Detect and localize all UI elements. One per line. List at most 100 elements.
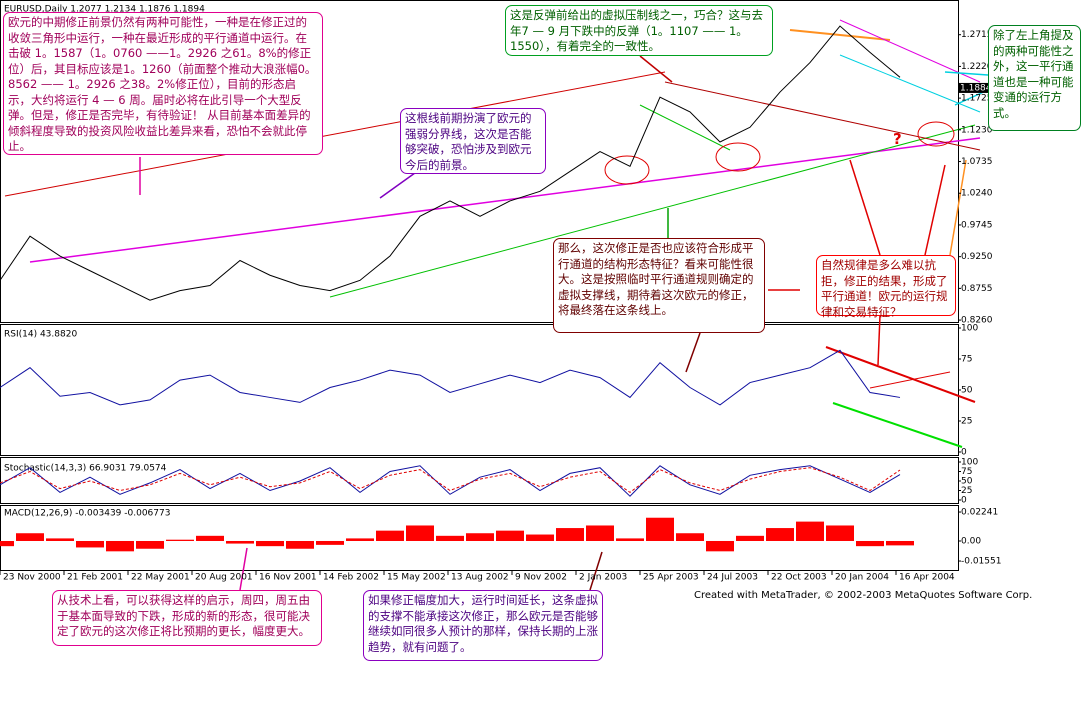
annotation: 从技术上看，可以获得这样的启示，周四，周五由于基本面导致的下跌，形成的新的形态，… <box>52 590 322 646</box>
bar <box>76 540 104 548</box>
bar <box>376 530 404 541</box>
bar <box>166 539 194 541</box>
annotation: 这是反弹前给出的虚拟压制线之一，巧合？这与去年7 — 9 月下跌中的反弹（1。1… <box>505 5 773 56</box>
bar <box>196 535 224 541</box>
annotation: 自然规律是多么难以抗拒，修正的结果，形成了平行通道！欧元的运行规律和交易特征？ <box>816 255 956 319</box>
bar <box>496 530 524 541</box>
y-tick-label: 100 <box>961 458 978 468</box>
trend-lines <box>4 19 981 448</box>
x-tick-label: 20 Aug 2001 <box>195 573 253 583</box>
arrow <box>944 71 989 76</box>
annotation: 那么，这次修正是否也应该符合形成平行通道的结构形态特征？看来可能性很大。这是按照… <box>553 238 765 333</box>
y-tick-label: 0.00 <box>961 536 981 546</box>
x-tick-label: 21 Feb 2001 <box>67 573 123 583</box>
x-tick-label: 16 Apr 2004 <box>899 573 955 583</box>
y-tick-label: 0.9250 <box>961 252 993 262</box>
y-tick-label: 100 <box>961 324 978 334</box>
circle <box>604 155 650 185</box>
current-price-label: 1.1884 <box>960 83 992 93</box>
x-tick-label: 24 Jul 2003 <box>707 573 758 583</box>
bar <box>286 540 314 549</box>
y-tick-label: 0.8260 <box>961 316 993 326</box>
bar <box>556 528 584 541</box>
bar <box>706 540 734 552</box>
bar <box>886 540 914 546</box>
y-tick-label: 25 <box>961 417 972 427</box>
bar <box>646 517 674 541</box>
arrow <box>685 332 701 373</box>
arrow <box>849 159 881 256</box>
trend-line <box>329 124 976 298</box>
series-line <box>0 349 901 406</box>
y-tick-label: 0 <box>961 496 967 506</box>
bar <box>46 538 74 541</box>
trend-line <box>29 137 981 263</box>
trend-line <box>825 346 976 403</box>
bar <box>256 540 284 547</box>
x-tick-label: 25 Apr 2003 <box>643 573 699 583</box>
bar <box>586 525 614 541</box>
y-tick-label: 1.1230 <box>961 125 993 135</box>
bar <box>676 533 704 541</box>
series-line <box>0 467 901 494</box>
x-tick-label: 2 Jan 2003 <box>579 573 627 583</box>
arrow <box>239 547 248 591</box>
y-tick-label: 0 <box>961 448 967 458</box>
arrow <box>949 159 967 256</box>
bar <box>736 535 764 541</box>
x-tick-label: 9 Nov 2002 <box>515 573 567 583</box>
bar <box>526 534 554 541</box>
arrow <box>924 164 946 256</box>
footer: Created with MetaTrader, © 2002-2003 Met… <box>694 590 1033 601</box>
circle <box>715 142 761 172</box>
bar <box>316 540 344 545</box>
y-tick-label: 75 <box>961 355 972 365</box>
trend-line <box>664 81 981 151</box>
y-tick-label: 0.9745 <box>961 220 993 230</box>
arrow <box>639 55 673 83</box>
panel-title: Stochastic(14,3,3) 66.9031 79.0574 <box>4 464 167 474</box>
y-tick-label: 0.02241 <box>961 508 998 518</box>
bar <box>466 533 494 541</box>
annotation: 除了左上角提及的两种可能性之外，这一平行通道也是一种可能变通的运行方式。 <box>988 25 1081 131</box>
x-tick-label: 14 Feb 2002 <box>323 573 379 583</box>
rsi-panel <box>0 324 959 456</box>
bar <box>346 538 374 541</box>
x-tick-label: 20 Jan 2004 <box>835 573 889 583</box>
trend-line <box>639 104 731 151</box>
x-tick-label: 13 Aug 2002 <box>451 573 509 583</box>
y-tick-label: 50 <box>961 386 973 396</box>
trend-line <box>4 71 666 197</box>
series-line <box>0 465 901 497</box>
y-tick-label: 1.0735 <box>961 157 993 167</box>
x-tick-label: 22 May 2001 <box>131 573 190 583</box>
y-tick-label: 1.2715 <box>961 30 993 40</box>
trend-line <box>869 371 951 389</box>
x-tick-label: 22 Oct 2003 <box>771 573 827 583</box>
bar <box>136 540 164 549</box>
y-tick-label: 25 <box>961 486 972 496</box>
y-tick-label: 1.2220 <box>961 62 993 72</box>
y-tick-label: 1.1725 <box>961 94 993 104</box>
x-tick-label: 23 Nov 2000 <box>3 573 61 583</box>
bar <box>856 540 884 547</box>
macd-panel <box>0 505 959 571</box>
trend-line <box>832 402 963 448</box>
bar <box>406 525 434 541</box>
trend-line <box>839 19 981 83</box>
panel-title: EURUSD,Daily 1.2077 1.2134 1.1876 1.1894 <box>4 5 205 15</box>
x-tick-label: 16 Nov 2001 <box>259 573 317 583</box>
arrow <box>589 551 603 591</box>
annotation: 欧元的中期修正前景仍然有两种可能性，一种是在修正过的收敛三角形中运行，一种在最近… <box>3 12 323 155</box>
bar <box>826 525 854 541</box>
circle <box>917 121 955 147</box>
current-price-box <box>958 82 990 93</box>
y-tick-label: -0.01551 <box>961 557 1001 567</box>
series-line <box>0 25 901 301</box>
trend-line <box>839 54 981 113</box>
bar <box>796 521 824 541</box>
panel-title: MACD(12,26,9) -0.003439 -0.006773 <box>4 509 170 519</box>
bar <box>436 535 464 541</box>
